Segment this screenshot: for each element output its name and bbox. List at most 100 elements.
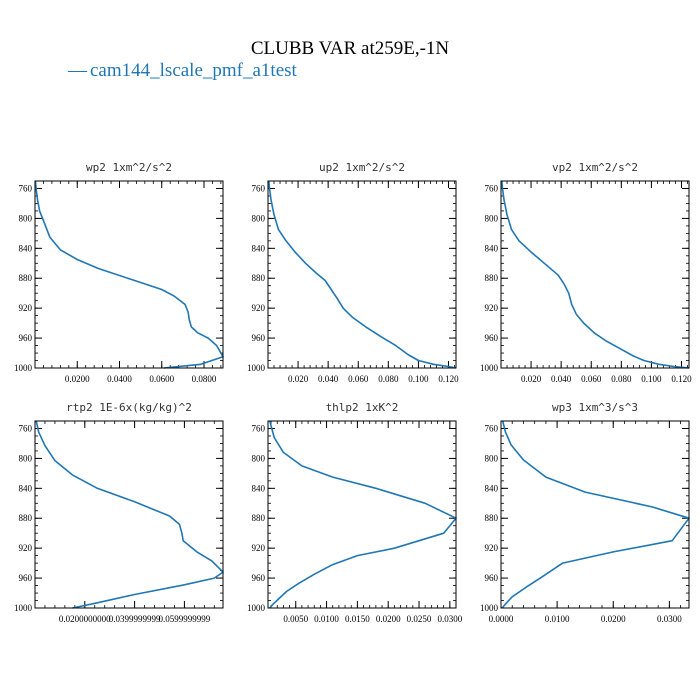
y-tick-label: 840: [252, 483, 266, 493]
legend: — cam144_lscale_pmf_a1test: [67, 60, 298, 81]
y-tick-label: 1000: [14, 603, 33, 613]
y-tick-label: 800: [252, 213, 266, 223]
y-tick-label: 840: [485, 243, 499, 253]
x-tick-label: 0.0200: [65, 374, 90, 384]
plot-frame: [267, 180, 457, 369]
y-tick-label: 840: [485, 483, 499, 493]
x-tick-label: 0.120: [438, 374, 459, 384]
x-tick-label: 0.0300: [437, 614, 462, 624]
y-tick-label: 920: [485, 543, 499, 553]
panel-title: vp2 1xm^2/s^2: [552, 161, 638, 174]
x-tick-label: 0.120: [671, 374, 692, 384]
y-tick-label: 1000: [480, 603, 499, 613]
series-line: [34, 180, 224, 369]
y-tick-label: 1000: [480, 363, 499, 373]
y-tick-label: 920: [252, 303, 266, 313]
y-tick-label: 760: [252, 423, 266, 433]
series-line: [501, 420, 690, 609]
x-tick-label: 0.040: [551, 374, 572, 384]
x-tick-label: 0.0000: [489, 614, 514, 624]
legend-marker: —: [67, 60, 88, 81]
y-tick-label: 920: [19, 303, 33, 313]
plot-frame: [34, 420, 224, 609]
chart-panel: up2 1xm^2/s^2 760 800 840 880 920 960 1000 0.020…: [247, 161, 459, 384]
x-tick-label: 0.0600: [149, 374, 174, 384]
x-tick-label: 0.0400: [107, 374, 132, 384]
y-tick-label: 760: [19, 423, 33, 433]
y-tick-label: 1000: [247, 363, 266, 373]
chart-panel: vp2 1xm^2/s^2 760 800 840 880 920 960 1000 0.020…: [480, 161, 692, 384]
x-tick-label: 0.0599999999: [159, 614, 211, 624]
panel-title: wp2 1xm^2/s^2: [86, 161, 172, 174]
y-tick-label: 880: [485, 273, 499, 283]
x-tick-label: 0.0200: [601, 614, 626, 624]
series-line: [35, 420, 224, 609]
x-tick-label: 0.100: [408, 374, 429, 384]
series-line: [501, 180, 690, 369]
y-tick-label: 800: [19, 213, 33, 223]
chart-panel: rtp2 1E-6x(kg/kg)^2 760 800 840 880 920 960 100…: [14, 401, 224, 624]
figure-title: CLUBB VAR at259E,-1N: [251, 38, 450, 59]
x-tick-label: 0.0300: [657, 614, 682, 624]
x-tick-label: 0.0399999999: [109, 614, 161, 624]
y-tick-label: 960: [485, 573, 499, 583]
y-tick-label: 800: [485, 453, 499, 463]
panel-title: up2 1xm^2/s^2: [319, 161, 405, 174]
y-tick-label: 800: [485, 213, 499, 223]
y-tick-label: 840: [19, 243, 33, 253]
legend-label: cam144_lscale_pmf_a1test: [90, 60, 298, 81]
x-tick-label: 0.0050: [283, 614, 308, 624]
series-line: [269, 420, 457, 609]
y-tick-label: 960: [19, 333, 33, 343]
y-tick-label: 840: [19, 483, 33, 493]
y-tick-label: 800: [252, 453, 266, 463]
y-tick-label: 960: [252, 573, 266, 583]
y-tick-label: 880: [19, 513, 33, 523]
chart-panel: wp2 1xm^2/s^2 760 800 840 880 920 960 1000 0.020…: [14, 161, 224, 384]
x-tick-label: 0.080: [611, 374, 632, 384]
panels: wp2 1xm^2/s^2 760 800 840 880 920 960 1000 0.020…: [14, 161, 692, 624]
x-tick-label: 0.0250: [407, 614, 432, 624]
x-tick-label: 0.060: [581, 374, 602, 384]
plot-frame: [34, 180, 224, 369]
y-tick-label: 800: [19, 453, 33, 463]
y-tick-label: 1000: [14, 363, 33, 373]
y-tick-label: 760: [485, 423, 499, 433]
y-tick-label: 760: [252, 183, 266, 193]
x-tick-label: 0.0200: [376, 614, 401, 624]
x-tick-label: 0.020: [288, 374, 309, 384]
y-tick-label: 880: [19, 273, 33, 283]
x-tick-label: 0.0200000000: [59, 614, 111, 624]
y-tick-label: 1000: [247, 603, 266, 613]
panel-title: rtp2 1E-6x(kg/kg)^2: [66, 401, 192, 414]
y-tick-label: 920: [19, 543, 33, 553]
y-tick-label: 960: [485, 333, 499, 343]
y-tick-label: 880: [252, 273, 266, 283]
x-tick-label: 0.060: [348, 374, 369, 384]
x-tick-label: 0.040: [318, 374, 339, 384]
panel-title: thlp2 1xK^2: [326, 401, 399, 414]
chart-panel: thlp2 1xK^2 760 800 840 880 920 960 1000 0.0050 0…: [247, 401, 463, 624]
x-tick-label: 0.0800: [192, 374, 217, 384]
y-tick-label: 920: [252, 543, 266, 553]
series-line: [268, 180, 457, 369]
x-tick-label: 0.0100: [545, 614, 570, 624]
plot-frame: [500, 420, 690, 609]
y-tick-label: 880: [252, 513, 266, 523]
y-tick-label: 760: [19, 183, 33, 193]
y-tick-label: 960: [252, 333, 266, 343]
y-tick-label: 760: [485, 183, 499, 193]
y-tick-label: 920: [485, 303, 499, 313]
x-tick-label: 0.020: [521, 374, 542, 384]
x-tick-label: 0.0100: [314, 614, 339, 624]
y-tick-label: 840: [252, 243, 266, 253]
y-tick-label: 880: [485, 513, 499, 523]
plot-frame: [267, 420, 457, 609]
plot-frame: [500, 180, 690, 369]
x-tick-label: 0.100: [641, 374, 662, 384]
y-tick-label: 960: [19, 573, 33, 583]
x-tick-label: 0.0150: [345, 614, 370, 624]
x-tick-label: 0.080: [378, 374, 399, 384]
panel-title: wp3 1xm^3/s^3: [552, 401, 638, 414]
